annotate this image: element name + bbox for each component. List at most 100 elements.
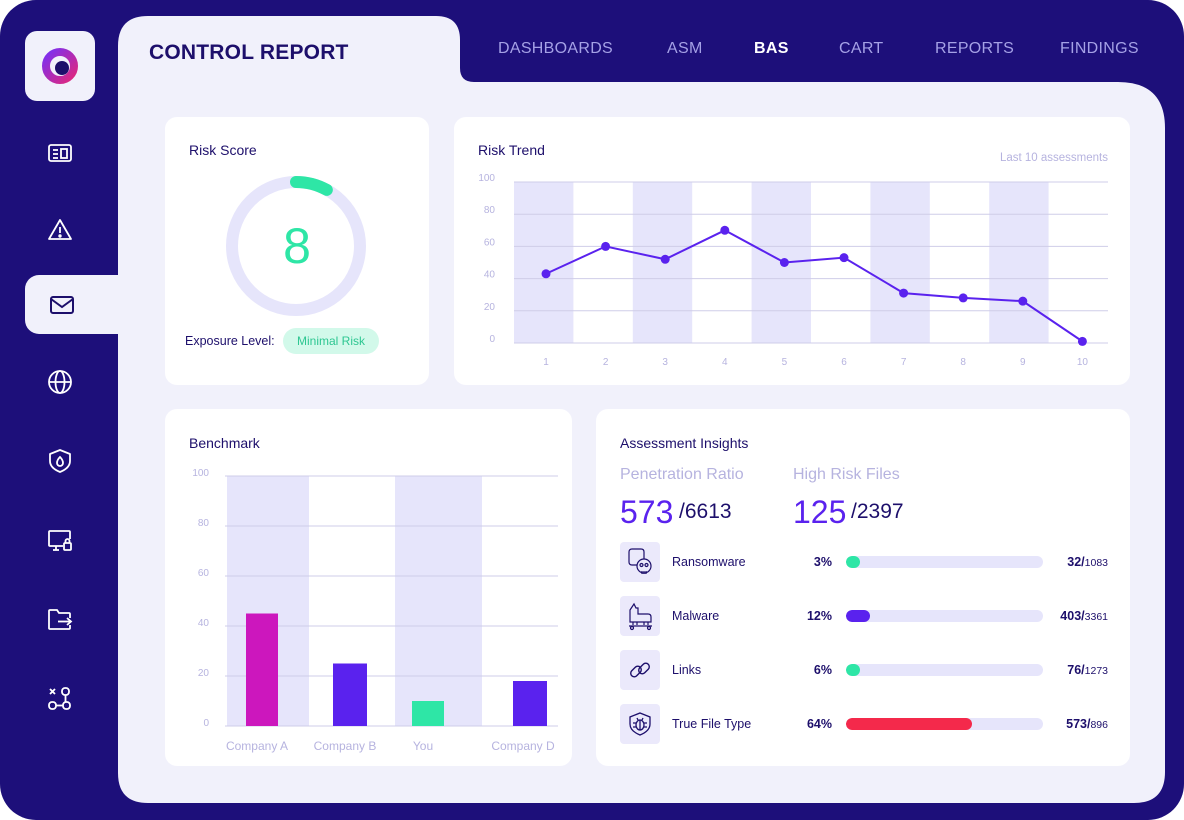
- benchmark-y-tick: 0: [203, 718, 209, 729]
- ransomware-skull-icon: [620, 542, 660, 582]
- risk-trend-subtitle: Last 10 assessments: [999, 152, 1108, 164]
- trend-column-band: [514, 182, 574, 343]
- nav-tab-findings[interactable]: FINDINGS: [1060, 40, 1139, 57]
- risk-score-title: Risk Score: [189, 142, 257, 158]
- trend-point: [1018, 296, 1028, 306]
- trend-point: [958, 293, 968, 303]
- benchmark-card: Benchmark 0 20 40 60 80 100 Company A Company B…: [165, 409, 572, 766]
- nav-tab-dashboards[interactable]: DASHBOARDS: [498, 40, 614, 57]
- row-label-ransomware: Ransomware: [672, 555, 746, 569]
- network-icon: [48, 687, 71, 710]
- ring-logo-icon: [42, 48, 78, 84]
- risk-gauge-fill: [290, 176, 333, 196]
- sidebar-item-report[interactable]: [25, 124, 95, 182]
- trend-y-tick: 20: [484, 302, 496, 313]
- assessment-insights-card: Assessment Insights Penetration Ratio 57…: [596, 409, 1130, 766]
- sidebar-item-network[interactable]: [25, 670, 95, 728]
- sidebar-item-device[interactable]: [25, 511, 95, 569]
- trend-y-tick: 40: [484, 270, 496, 281]
- benchmark-y-tick: 20: [198, 668, 210, 679]
- trend-x-tick: 4: [722, 357, 728, 368]
- row-bar-fill-ransomware: [846, 556, 860, 568]
- report-icon: [48, 144, 72, 162]
- benchmark-y-tick: 100: [192, 468, 209, 479]
- row-bar-fill-links: [846, 664, 860, 676]
- trojan-horse-icon: [620, 596, 660, 636]
- nav-tab-bas[interactable]: BAS: [754, 40, 789, 57]
- nav-tab-asm[interactable]: ASM: [667, 40, 703, 57]
- row-count-ransomware: 32/1083: [1067, 555, 1108, 569]
- link-icon: [620, 650, 660, 690]
- benchmark-bar: [246, 613, 278, 726]
- row-pct-links: 6%: [813, 663, 832, 677]
- sidebar-item-shield[interactable]: [25, 432, 95, 490]
- shield-fire-icon: [49, 449, 71, 473]
- trend-x-tick: 7: [901, 357, 907, 368]
- trend-x-tick: 9: [1020, 357, 1026, 368]
- trend-y-tick: 80: [484, 205, 496, 216]
- risk-trend-title: Risk Trend: [478, 142, 545, 158]
- globe-icon: [48, 370, 72, 394]
- trend-y-tick: 0: [489, 334, 495, 345]
- trend-x-tick: 3: [662, 357, 668, 368]
- row-bar-links: [846, 664, 1043, 676]
- trend-x-tick: 8: [960, 357, 966, 368]
- exposure-label: Exposure Level:: [185, 334, 275, 348]
- trend-x-tick: 2: [603, 357, 609, 368]
- trend-x-tick: 1: [543, 357, 549, 368]
- benchmark-y-tick: 60: [198, 568, 210, 579]
- warning-icon: [48, 219, 72, 240]
- penetration-ratio-label: Penetration Ratio: [620, 466, 744, 483]
- trend-point: [601, 241, 611, 251]
- trend-line: [545, 229, 1083, 343]
- row-count-links: 76/1273: [1067, 663, 1108, 677]
- page-title: CONTROL REPORT: [149, 41, 349, 64]
- trend-point: [839, 253, 849, 263]
- penetration-ratio-total: /6613: [679, 500, 732, 523]
- exposure-badge: Minimal Risk: [283, 328, 379, 354]
- row-label-true-file-type: True File Type: [672, 717, 752, 731]
- trend-point: [660, 254, 670, 264]
- row-count-malware: 403/3361: [1060, 609, 1108, 623]
- benchmark-chart: 0 20 40 60 80 100 Company A Company B You Company…: [192, 468, 558, 753]
- trend-x-tick: 5: [782, 357, 788, 368]
- benchmark-bar: [412, 701, 444, 726]
- row-bar-fill-malware: [846, 610, 870, 622]
- sidebar-item-export[interactable]: [25, 591, 95, 649]
- benchmark-y-tick: 40: [198, 618, 210, 629]
- bug-shield-icon: [620, 704, 660, 744]
- row-count-true-file-type: 573/896: [1066, 717, 1108, 731]
- trend-point: [779, 258, 789, 267]
- benchmark-x-tick: Company B: [314, 739, 377, 753]
- row-count-value: 32/: [1067, 555, 1085, 569]
- insights-title: Assessment Insights: [620, 435, 749, 451]
- benchmark-x-tick: Company A: [226, 739, 288, 753]
- row-label-links: Links: [672, 663, 702, 677]
- row-count-total: 1273: [1084, 665, 1108, 677]
- sidebar-item-globe[interactable]: [25, 353, 95, 411]
- folder-export-icon: [48, 609, 73, 630]
- nav-tab-cart[interactable]: CART: [839, 40, 884, 57]
- row-count-value: 573/: [1066, 717, 1091, 731]
- nav-tab-reports[interactable]: REPORTS: [935, 40, 1015, 57]
- row-label-malware: Malware: [672, 609, 720, 623]
- sidebar-item-mail[interactable]: [25, 275, 125, 334]
- app-logo[interactable]: [25, 31, 95, 101]
- trend-x-tick: 6: [841, 357, 847, 368]
- benchmark-bar: [333, 663, 367, 726]
- row-bar-true-file-type: [846, 718, 1043, 730]
- trend-point: [899, 288, 909, 298]
- penetration-ratio-value: 573: [620, 494, 674, 530]
- trend-y-tick: 60: [484, 237, 496, 248]
- benchmark-bar: [513, 681, 547, 726]
- risk-gauge: [226, 176, 366, 316]
- benchmark-y-tick: 80: [198, 518, 210, 529]
- sidebar-item-alerts[interactable]: [25, 201, 95, 259]
- row-bar-ransomware: [846, 556, 1043, 568]
- row-bar-fill-true-file-type: [846, 718, 973, 730]
- row-count-total: 3361: [1084, 611, 1108, 623]
- trend-column-band: [870, 182, 930, 343]
- row-count-total: 896: [1090, 719, 1108, 731]
- mail-icon: [50, 295, 74, 314]
- benchmark-x-tick: Company D: [491, 739, 555, 753]
